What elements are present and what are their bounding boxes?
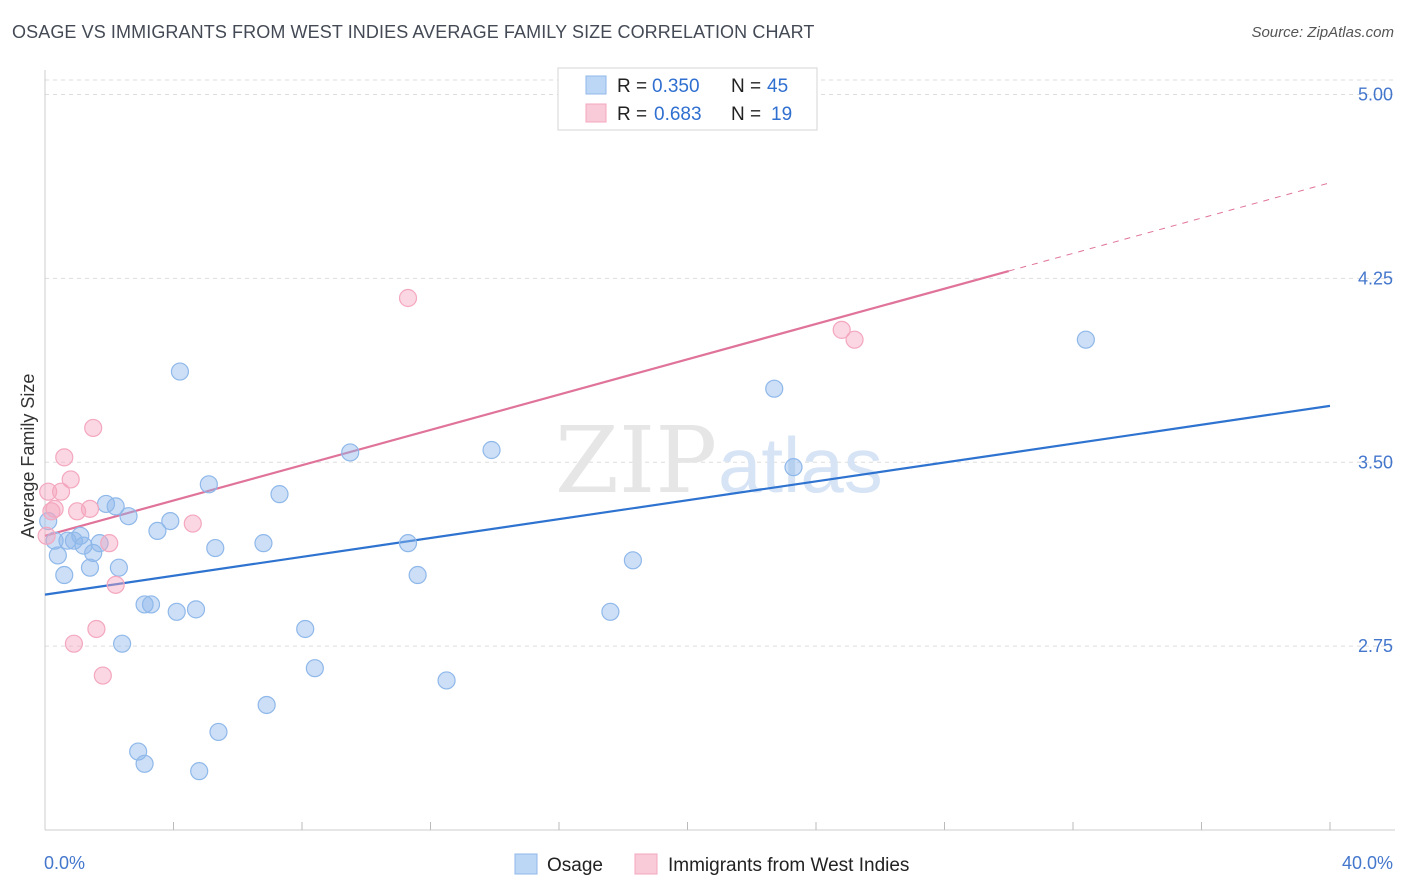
bottom-swatch-osage [514,853,538,875]
osage-point [209,722,228,742]
legend-r-value-west-indies: 0.683 [654,104,702,125]
west-indies-point [80,499,100,518]
legend-r-value-osage: 0.350 [652,76,700,97]
axes [44,70,1395,831]
osage-point [109,558,128,577]
west-indies-point [832,320,851,339]
west-indies-point [87,619,106,639]
legend-label-osage: Osage [547,855,603,876]
osage-point [482,440,501,460]
osage-point [161,511,180,531]
tick-labels: 2.75 3.50 4.25 5.00 0.0% 40.0% [44,85,1393,873]
legend-n-value-west-indies: 19 [771,104,792,125]
west-indies-point [61,470,80,489]
osage-point [186,600,206,619]
west-indies-point [39,482,58,501]
osage-point [437,671,456,690]
osage-point [90,534,109,553]
osage-point [341,443,360,462]
osage-point [199,475,218,494]
chart-title: OSAGE VS IMMIGRANTS FROM WEST INDIES AVE… [12,22,815,42]
osage-point [112,634,132,653]
west-indies-point [106,575,125,594]
osage-point [71,526,90,545]
osage-point [601,602,620,621]
osage-point [190,762,209,781]
osage-point [206,538,225,558]
osage-point [408,565,427,585]
osage-point [135,595,154,614]
source-label: Source: ZipAtlas.com [1251,24,1394,41]
osage-point [170,362,190,381]
osage-point [84,543,103,563]
west-indies-point [398,288,418,308]
west-indies-point [37,526,56,545]
osage-point [148,521,167,541]
legend-label-west-indies: Immigrants from West Indies [668,855,909,876]
bottom-swatch-west-indies [634,853,658,875]
osage-point [270,485,289,504]
legend-swatch-osage [585,75,607,95]
watermark-atlas: atlas [718,421,883,509]
west-indies-point [55,448,74,467]
trend-lines [44,182,1331,596]
osage-point [296,619,315,639]
x-tick-label-max: 40.0% [1342,853,1393,873]
osage-point [141,595,161,614]
legend-r-label-1: R = [617,76,647,97]
west-indies-point [51,482,71,501]
series-legend: Osage Immigrants from West Indies [514,853,909,876]
legend-swatch-west-indies [585,103,607,123]
legend-r-label-2: R = [617,104,647,125]
watermark-zip: ZIP [555,407,717,514]
grid-lines [45,79,1395,647]
stats-legend: R = 0.350 N = 45 R = 0.683 N = 19 [557,67,818,131]
y-tick-label: 2.75 [1358,636,1393,656]
west-indies-point [45,499,64,518]
osage-point [765,379,784,398]
osage-point [254,534,273,553]
osage-point [784,458,803,477]
osage-point [305,659,324,678]
west-indies-point [84,418,103,438]
osage-point [167,602,186,621]
west-indies-point [845,330,864,349]
west-indies-point [64,634,84,653]
osage-point [257,695,276,715]
west-indies-trend-extension [1008,182,1331,272]
osage-point [106,497,125,516]
osage-point [135,754,154,773]
west-indies-point [42,502,61,521]
osage-point [55,565,74,585]
west-indies-point [183,514,202,533]
osage-trend-line [44,404,1331,596]
data-points [37,288,1095,781]
y-tick-label: 4.25 [1358,268,1393,288]
y-axis-label: Average Family Size [18,374,38,539]
osage-point [119,507,138,526]
west-indies-point [100,534,119,553]
west-indies-point [93,666,112,685]
legend-n-value-osage: 45 [767,76,788,97]
y-tick-label: 3.50 [1358,452,1393,472]
x-tick-label-min: 0.0% [44,853,85,873]
osage-point [80,558,100,577]
osage-point [48,546,67,565]
y-tick-label: 5.00 [1358,85,1393,105]
osage-point [1076,330,1095,349]
legend-n-label-1: N = [731,76,761,97]
osage-point [398,534,418,553]
osage-point [623,551,642,570]
legend-n-label-2: N = [731,104,761,125]
